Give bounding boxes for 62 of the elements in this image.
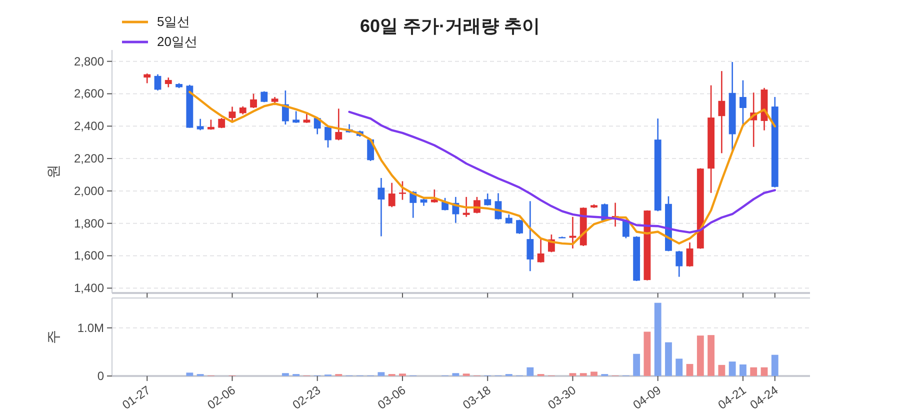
- candlestick: [154, 74, 162, 92]
- bar: [282, 373, 289, 376]
- bar: [771, 354, 778, 376]
- bar: [708, 335, 715, 376]
- candlestick: [335, 108, 342, 141]
- y-tick-label: 1,600: [74, 248, 104, 263]
- candlestick: [686, 242, 694, 268]
- y-tick-label: 2,200: [74, 152, 104, 166]
- candlestick: [430, 188, 438, 204]
- candlestick: [718, 70, 726, 154]
- bar: [644, 332, 651, 376]
- bar: [590, 372, 598, 376]
- y-tick-label: 1.0M: [77, 320, 104, 335]
- candlestick: [569, 216, 576, 250]
- y-tick-label: 1,400: [74, 281, 104, 296]
- bar: [654, 302, 662, 376]
- chart-title: 60일 주가·거래량 추이: [360, 16, 540, 36]
- candlestick: [228, 106, 236, 122]
- y-tick-label: 2,600: [74, 86, 104, 101]
- bar: [665, 342, 672, 376]
- bar: [633, 354, 640, 376]
- y-tick-label: 0: [97, 369, 104, 383]
- y-axis-title: 원: [45, 164, 61, 178]
- candlestick: [676, 250, 683, 278]
- y-tick-label: 2,800: [74, 54, 104, 68]
- candlestick: [526, 200, 534, 272]
- candlestick: [516, 219, 523, 235]
- candlestick: [303, 112, 310, 124]
- y-tick-label: 2,400: [74, 119, 104, 134]
- bar: [728, 362, 736, 376]
- bar: [760, 367, 768, 376]
- legend-label: 20일선: [157, 34, 198, 49]
- legend-label: 5일선: [157, 14, 190, 29]
- bar: [718, 364, 726, 376]
- candlestick: [250, 93, 257, 109]
- candlestick: [388, 182, 396, 208]
- candlestick: [399, 180, 406, 200]
- candlestick: [324, 125, 332, 148]
- candlestick: [144, 72, 151, 84]
- bar: [186, 372, 194, 376]
- candlestick: [164, 76, 172, 88]
- bar: [526, 367, 534, 376]
- bar: [750, 367, 758, 376]
- bar: [676, 358, 683, 376]
- bar: [378, 372, 385, 376]
- candlestick: [537, 238, 544, 264]
- candlestick: [378, 177, 385, 237]
- bar: [452, 373, 460, 376]
- candlestick: [292, 110, 300, 124]
- y-tick-label: 2,000: [74, 184, 104, 198]
- candlestick: [484, 192, 492, 206]
- bar: [569, 373, 576, 376]
- candlestick: [740, 80, 746, 126]
- y-axis-title: 주: [45, 330, 61, 344]
- bar: [580, 373, 587, 376]
- bar: [696, 336, 704, 376]
- bar: [740, 364, 746, 376]
- y-tick-label: 1,800: [74, 216, 104, 230]
- candlestick: [196, 118, 204, 131]
- line-series: [348, 110, 776, 234]
- candlestick: [462, 196, 470, 218]
- bar: [686, 364, 694, 376]
